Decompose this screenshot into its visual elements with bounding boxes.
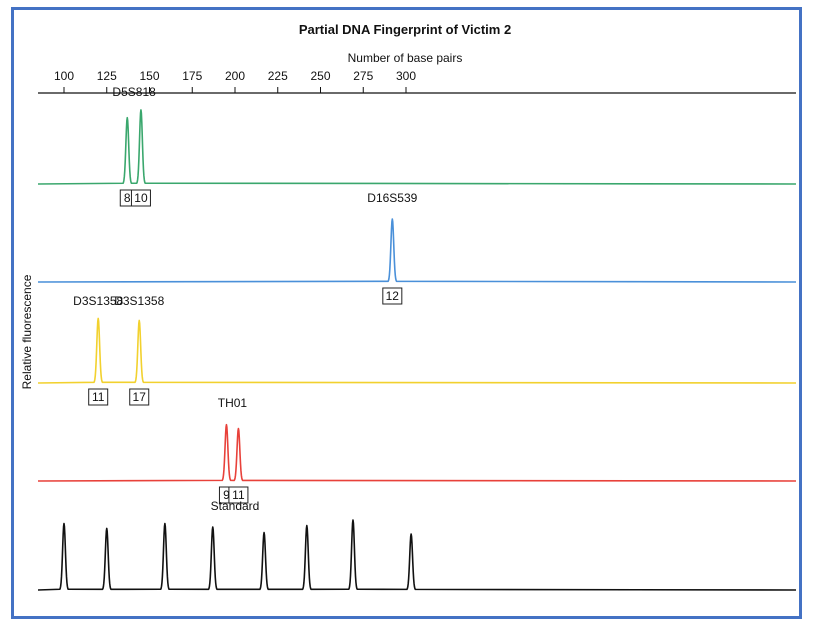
x-tick-label: 225	[268, 69, 288, 83]
x-tick-label: 275	[353, 69, 373, 83]
allele-box	[382, 287, 403, 305]
x-tick-label: 300	[396, 69, 416, 83]
x-axis-ticks: 100 125 150 175 200 225 250 275 300	[54, 69, 416, 93]
trace-0: 8 10 D5S818	[37, 85, 797, 207]
trace-line	[37, 109, 797, 185]
y-axis-label: Relative fluorescence	[20, 274, 34, 389]
allele-label: 10	[134, 191, 148, 205]
trace-line	[37, 423, 797, 482]
allele-box	[88, 388, 109, 406]
trace-4: Standard	[37, 499, 797, 591]
marker-label: D16S539	[367, 191, 417, 205]
trace-line	[37, 218, 797, 283]
marker-label: TH01	[218, 396, 248, 410]
allele-box	[228, 486, 249, 504]
x-tick-label: 250	[310, 69, 330, 83]
trace-line	[37, 317, 797, 384]
chart-title: Partial DNA Fingerprint of Victim 2	[299, 22, 511, 37]
allele-label: 17	[133, 390, 147, 404]
trace-1: 12 D16S539	[37, 191, 797, 305]
marker-label: Standard	[211, 499, 260, 513]
trace-line	[37, 519, 797, 591]
x-tick-label: 175	[182, 69, 202, 83]
allele-box	[129, 388, 150, 406]
allele-label: 8	[124, 191, 131, 205]
allele-label: 11	[232, 488, 245, 502]
x-axis-label: Number of base pairs	[348, 51, 463, 65]
chart-frame	[11, 7, 802, 619]
marker-label: D3S1358	[73, 294, 123, 308]
x-tick-label: 100	[54, 69, 74, 83]
allele-label: 9	[223, 488, 230, 502]
x-tick-label: 150	[139, 69, 159, 83]
trace-3: 9 11 TH01	[37, 396, 797, 504]
marker-label: D3S1358	[114, 294, 164, 308]
allele-label: 11	[92, 390, 105, 404]
allele-box	[130, 189, 151, 207]
marker-label: D5S818	[112, 85, 156, 99]
x-tick-label: 125	[97, 69, 117, 83]
x-tick-label: 200	[225, 69, 245, 83]
allele-label: 12	[386, 289, 400, 303]
